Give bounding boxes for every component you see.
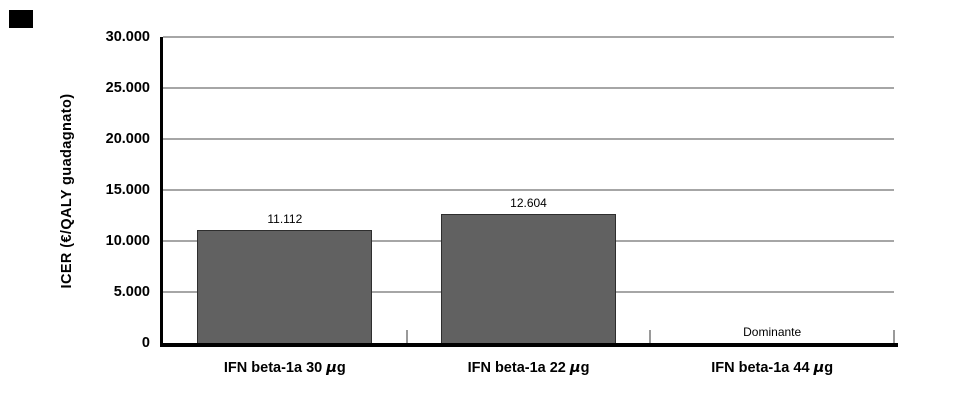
y-tick-label: 20.000 [105, 131, 150, 147]
bar [441, 214, 616, 343]
category-boundary-tick [405, 330, 408, 343]
bar [197, 230, 373, 343]
y-tick-label: 10.000 [105, 233, 150, 249]
category-boundary-tick [649, 330, 652, 343]
category-boundary-tick [893, 330, 895, 343]
mu-glyph: µ [813, 360, 825, 376]
bar-value-label: 11.112 [267, 212, 303, 226]
y-tick-label: 25.000 [105, 80, 150, 96]
corner-black-mark [9, 10, 33, 28]
gridline [163, 36, 894, 38]
y-axis-line [160, 37, 163, 347]
x-axis-line [160, 343, 898, 347]
bar-value-label: 12.604 [510, 196, 547, 210]
y-tick-label: 5.000 [113, 284, 150, 300]
y-tick-label: 15.000 [105, 182, 150, 198]
mu-glyph: µ [326, 360, 337, 376]
category-label: IFN beta-1a 44 µg [711, 360, 834, 376]
gridline [163, 138, 894, 140]
gridline [163, 189, 894, 191]
category-label: IFN beta-1a 30 µg [223, 360, 346, 376]
y-tick-label: 0 [141, 335, 150, 351]
bar-value-label: Dominante [743, 325, 802, 339]
category-label: IFN beta-1a 22 µg [467, 360, 590, 376]
mu-glyph: µ [569, 360, 581, 376]
y-tick-label: 30.000 [105, 29, 150, 45]
gridline [163, 87, 894, 89]
